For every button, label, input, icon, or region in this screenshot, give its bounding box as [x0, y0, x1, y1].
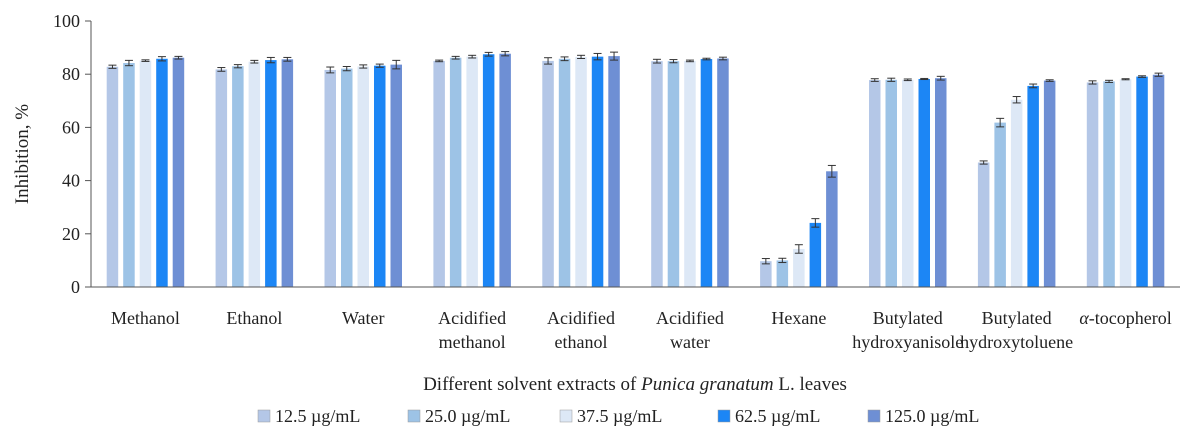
category-label: Acidified: [656, 308, 724, 328]
y-tick-label: 0: [71, 277, 80, 297]
bar: [215, 69, 228, 287]
legend-swatch: [717, 409, 731, 423]
bar: [449, 57, 462, 287]
category-label: water: [670, 332, 710, 352]
bar: [106, 66, 119, 287]
bar: [977, 162, 990, 287]
category-label: Ethanol: [226, 308, 282, 328]
legend-swatch: [559, 409, 573, 423]
bar: [433, 60, 445, 288]
bar: [776, 260, 789, 287]
bar: [869, 80, 881, 287]
x-axis-title-species: Punica granatum: [640, 374, 773, 395]
plot-area: 0 20 40 60 80 100 Methanol Ethanol Water Acidifie…: [53, 11, 1180, 352]
bar: [575, 56, 587, 287]
bar: [994, 122, 1006, 287]
x-axis-title-suffix: L. leaves: [774, 374, 847, 395]
bar: [466, 56, 478, 288]
bar: [700, 59, 713, 288]
bar: [1043, 80, 1056, 287]
x-axis-title: Different solvent extracts of Punica gra…: [423, 374, 847, 395]
bar: [793, 248, 805, 287]
bar: [248, 61, 261, 288]
bar: [717, 58, 729, 288]
y-tick-label: 40: [62, 171, 80, 191]
bar: [232, 66, 244, 287]
bar: [760, 261, 772, 287]
category-label: Methanol: [111, 308, 180, 328]
legend-label: 62.5 µg/mL: [735, 406, 820, 426]
bar: [918, 78, 930, 287]
y-axis-title: Inhibition, %: [12, 104, 33, 204]
bar: [591, 56, 604, 288]
bar: [172, 57, 185, 287]
category-label: Acidified: [438, 308, 506, 328]
legend-label: 25.0 µg/mL: [425, 406, 510, 426]
bar: [374, 65, 386, 287]
legend-swatch: [867, 409, 881, 423]
bar: [558, 58, 571, 287]
category-label: Butylated: [982, 308, 1052, 328]
bar: [826, 171, 838, 287]
y-tick-label: 100: [53, 11, 80, 31]
category-label-rest: -tocopherol: [1089, 308, 1172, 328]
bar: [341, 68, 353, 287]
bar: [902, 79, 914, 287]
category-label: Acidified: [547, 308, 615, 328]
category-label-greek: α: [1079, 308, 1089, 328]
bar: [1152, 74, 1165, 288]
bar: [324, 69, 336, 287]
bar: [885, 79, 897, 287]
category-label: hydroxytoluene: [960, 332, 1073, 352]
bar: [390, 64, 402, 288]
bar: [608, 56, 620, 287]
bar: [684, 60, 696, 288]
y-tick-label: 80: [62, 64, 80, 84]
x-axis-title-prefix: Different solvent extracts of: [423, 374, 641, 395]
legend-label: 125.0 µg/mL: [885, 406, 979, 426]
bar: [156, 58, 168, 287]
bar: [357, 66, 369, 288]
bar: [139, 60, 152, 287]
legend-label: 12.5 µg/mL: [275, 406, 360, 426]
category-label: ethanol: [555, 332, 608, 352]
bar: [1103, 81, 1115, 287]
bar: [667, 61, 680, 287]
bar: [651, 61, 663, 287]
category-label: Water: [342, 308, 385, 328]
legend-label: 37.5 µg/mL: [577, 406, 662, 426]
bar: [809, 222, 822, 287]
bar: [542, 60, 554, 288]
bar: [1086, 82, 1099, 287]
legend-swatch: [407, 409, 421, 423]
bar: [1027, 85, 1039, 288]
legend-swatch: [257, 409, 271, 423]
bar: [265, 60, 277, 287]
bar: [482, 54, 495, 287]
category-label: methanol: [439, 332, 506, 352]
bar: [281, 59, 294, 287]
bar: [1010, 99, 1023, 288]
category-label: α-tocopherol: [1079, 308, 1171, 328]
category-label: hydroxyanisole: [852, 332, 963, 352]
y-tick-label: 20: [62, 224, 80, 244]
y-tick-label: 60: [62, 117, 80, 137]
category-label: Hexane: [771, 308, 826, 328]
bar: [1136, 76, 1148, 288]
bar: [935, 78, 947, 287]
bar: [123, 63, 135, 287]
bar: [1119, 79, 1132, 287]
legend: 12.5 µg/mL 25.0 µg/mL 37.5 µg/mL 62.5 µg/mL…: [257, 406, 979, 426]
bar: [499, 53, 511, 287]
category-label: Butylated: [873, 308, 943, 328]
